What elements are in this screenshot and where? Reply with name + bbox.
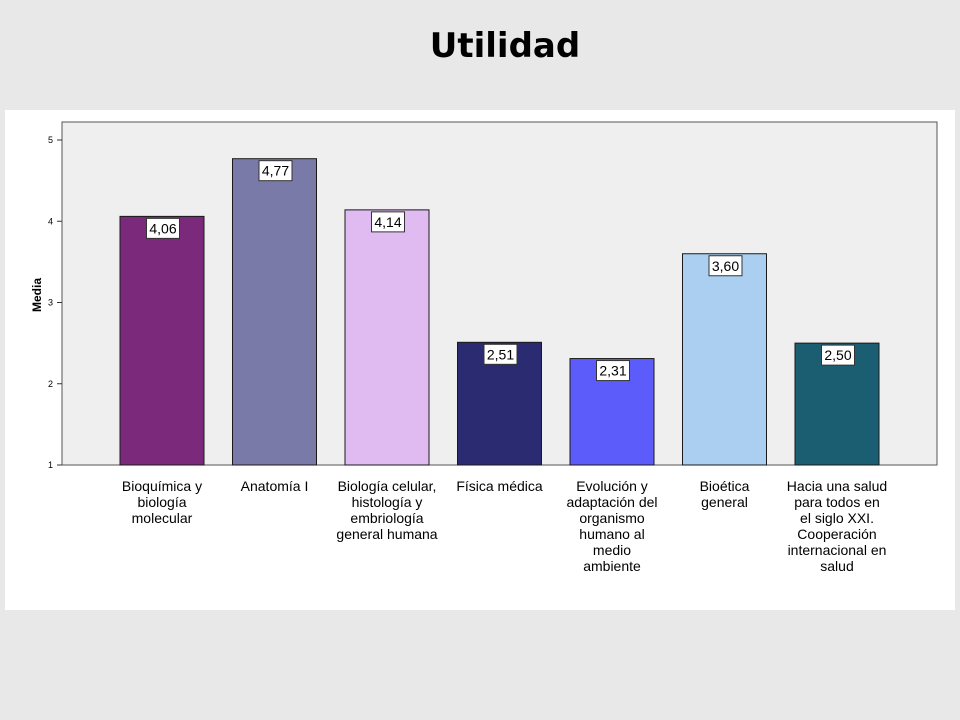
category-label-line: Bioquímica y (122, 478, 202, 494)
bar (232, 158, 317, 466)
category-label-line: Bioética (700, 478, 750, 494)
category-label-line: biología (137, 494, 186, 510)
value-label: 2,50 (824, 347, 851, 363)
category-label-line: Anatomía I (241, 478, 309, 494)
category-label-line: histología y (352, 494, 423, 510)
category-label-line: internacional en (788, 542, 887, 558)
value-labels-layer: 4,06 4,77 4,14 2,51 2,31 3,60 2,50 (146, 160, 855, 382)
category-label-line: organismo (579, 510, 645, 526)
category-label-line: molecular (132, 510, 193, 526)
category-label: Evolución y adaptación del organismo humano… (566, 478, 657, 574)
y-tick-label: 3 (48, 298, 53, 308)
bar (119, 215, 205, 466)
y-tick-label: 5 (48, 135, 53, 145)
y-tick-label: 4 (48, 216, 53, 226)
axis-layer: 1 2 3 4 5 Media (30, 135, 62, 470)
category-label-line: Cooperación (797, 526, 876, 542)
value-label: 4,14 (374, 214, 401, 230)
category-label-line: medio (593, 542, 631, 558)
y-tick-label: 1 (48, 460, 53, 470)
value-label-box (483, 343, 518, 365)
y-axis-label: Media (30, 278, 44, 312)
category-label: Biología celular, histología y embriología… (336, 478, 437, 542)
category-label-line: general humana (336, 526, 437, 542)
category-label-line: ambiente (583, 558, 641, 574)
category-label-line: embriología (350, 510, 423, 526)
category-label-line: adaptación del (566, 494, 657, 510)
category-label-line: general (701, 494, 748, 510)
value-label-box (371, 211, 405, 233)
y-tick-label: 2 (48, 379, 53, 389)
category-label-line: el siglo XXI. (800, 510, 874, 526)
category-label: Anatomía I (241, 478, 309, 494)
bar-chart: 4,064,774,142,512,313,602,50 12345Media … (30, 121, 938, 574)
category-label-line: salud (820, 558, 853, 574)
slide-title: Utilidad (429, 26, 581, 66)
category-label-line: Física médica (456, 478, 543, 494)
category-label-line: Evolución y (576, 478, 648, 494)
category-labels-layer: Bioquímica y biología molecular Anatomía I B… (122, 478, 887, 574)
category-label-line: Hacia una salud (787, 478, 887, 494)
bar (344, 209, 430, 466)
category-label-line: para todos en (794, 494, 880, 510)
value-label: 4,77 (262, 163, 289, 179)
value-label: 3,60 (712, 258, 739, 274)
value-label: 4,06 (149, 220, 176, 236)
value-label: 2,31 (599, 363, 626, 379)
value-label: 2,51 (487, 346, 514, 362)
category-label: Bioquímica y biología molecular (122, 478, 202, 526)
category-label: Hacia una salud para todos en el siglo XXI… (787, 478, 887, 574)
category-label-line: Biología celular, (338, 478, 437, 494)
value-label-box (596, 360, 630, 382)
value-label-box (258, 160, 293, 182)
category-label-line: humano al (579, 526, 644, 542)
category-label: Bioética general (700, 478, 750, 510)
chart-card: 4,06 4,77 4,14 2,51 2,31 3,60 2,50 1 2 3 4 5 Media … (5, 110, 955, 610)
category-label: Física médica (456, 478, 543, 494)
value-label-box (821, 344, 855, 366)
bar (682, 253, 767, 466)
value-label-box (146, 217, 180, 239)
value-label-box (708, 255, 743, 277)
